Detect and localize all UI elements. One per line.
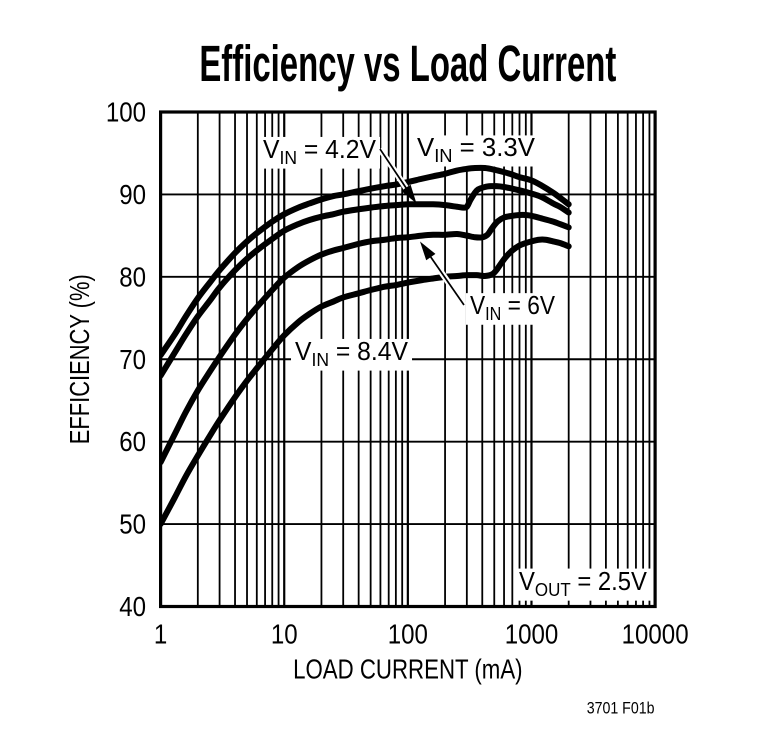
annotation-label-boxes <box>259 135 652 601</box>
annotation-label: VIN = 8.4V <box>295 337 408 370</box>
annotation-label: VOUT = 2.5V <box>519 567 647 600</box>
y-tick-label: 100 <box>106 96 146 128</box>
curve-vin=8.4v <box>159 236 572 528</box>
annotation-arrow-head <box>420 241 436 261</box>
annotation-label-box <box>259 136 381 169</box>
annotation-label-box <box>466 293 560 325</box>
y-tick-label: 90 <box>119 178 146 210</box>
x-tick-label: 1 <box>154 618 167 650</box>
annotation-arrow-shaft <box>379 148 408 190</box>
annotation-label: VIN = 6V <box>470 292 556 325</box>
x-tick-label: 10 <box>271 618 298 650</box>
annotation-label: VIN = 3.3V <box>417 134 536 166</box>
y-axis-tick-labels: 40 50 60 70 80 90 100 <box>106 96 146 623</box>
y-tick-label: 80 <box>119 261 146 293</box>
x-axis-title: LOAD CURRENT (mA) <box>293 654 523 685</box>
annotation-arrow-head <box>401 184 417 204</box>
annotation-arrow-shaft <box>428 254 465 306</box>
annotation-label-box <box>291 338 413 371</box>
curve-annotations: VIN = 4.2V VIN = 3.3V VIN = 6V VIN = 8.4V VO… <box>263 134 647 600</box>
plot-border <box>159 110 657 609</box>
annotation-arrows <box>377 147 467 307</box>
x-tick-label: 100 <box>388 618 428 650</box>
annotation-label-box <box>515 568 652 601</box>
y-axis-title: EFFICIENCY (%) <box>64 274 95 444</box>
curve-vin=6v <box>159 211 572 466</box>
annotation-label-box <box>413 135 540 167</box>
efficiency-curves <box>159 164 572 528</box>
y-tick-label: 40 <box>119 590 146 622</box>
y-tick-label: 60 <box>119 425 146 457</box>
y-tick-label: 70 <box>119 343 146 375</box>
y-tick-label: 50 <box>119 508 146 540</box>
chart-title: Efficiency vs Load Current <box>199 35 616 92</box>
curve-vin=4.2v <box>159 183 572 379</box>
curve-vin=3.3v <box>159 164 572 359</box>
x-tick-label: 10000 <box>622 618 689 650</box>
x-axis-tick-labels: 1 10 100 1000 10000 <box>154 618 689 650</box>
x-tick-label: 1000 <box>505 618 559 650</box>
annotation-label: VIN = 4.2V <box>263 135 376 168</box>
figure-number: 3701 F01b <box>587 700 655 718</box>
